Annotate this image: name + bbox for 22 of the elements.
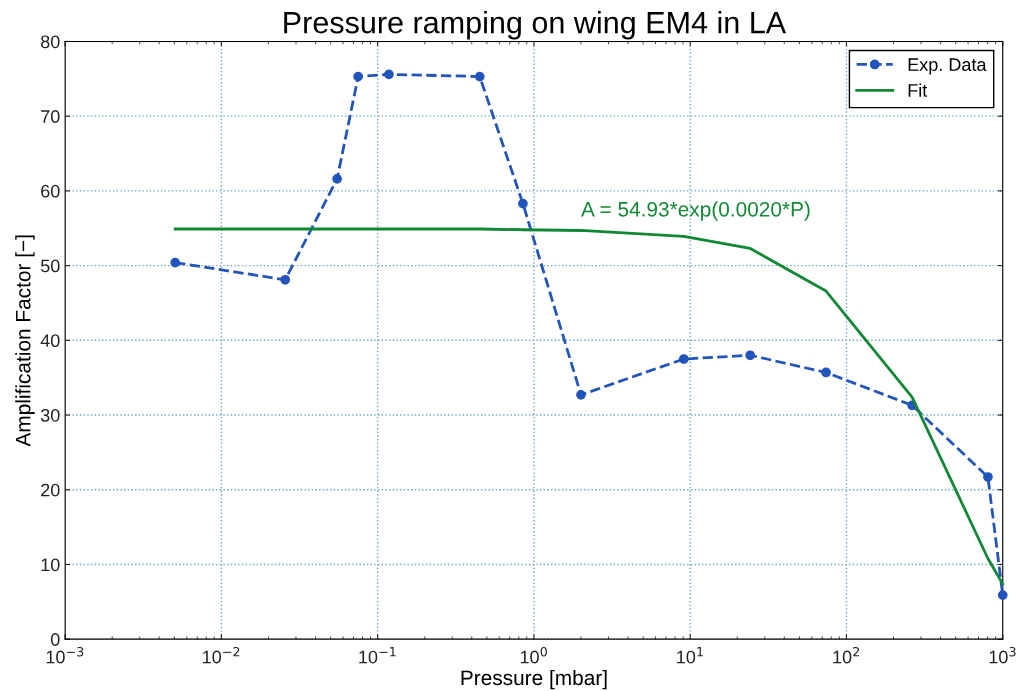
y-tick-label: 40 (40, 334, 60, 348)
x-tick-label: 10$^{−3}$ (46, 646, 84, 664)
x-tick-label: 10$^{−1}$ (359, 647, 396, 664)
x-tick-label: 10$^{−2}$ (203, 646, 240, 664)
y-tick-label: 20 (41, 483, 60, 497)
y-tick-label: 70 (41, 110, 60, 123)
x-tick-label: 10$^{2}$ (833, 646, 860, 664)
y-tick-label: 60 (41, 184, 60, 198)
y-tick-label: 10 (41, 558, 60, 572)
x-tick-label: 10$^{3}$ (989, 646, 1016, 664)
legend-label: Fit (908, 83, 928, 97)
y-tick-label: 0 (50, 633, 60, 646)
y-axis-title: Amplification Factor [−] (15, 235, 35, 447)
y-tick-label: 30 (40, 408, 60, 422)
legend-label: Exp. Data (908, 58, 987, 75)
x-axis-title: Pressure [mbar] (461, 669, 607, 690)
y-tick-label: 80 (40, 35, 60, 49)
x-tick-label: 10$^{0}$ (520, 646, 547, 664)
annotation: A = 54.93*exp(0.0020*P) (581, 201, 810, 221)
chart-title: Pressure ramping on wing EM4 in LA (284, 10, 787, 40)
y-tick-label: 50 (40, 259, 60, 273)
x-tick-label: 10$^{1}$ (677, 647, 703, 664)
